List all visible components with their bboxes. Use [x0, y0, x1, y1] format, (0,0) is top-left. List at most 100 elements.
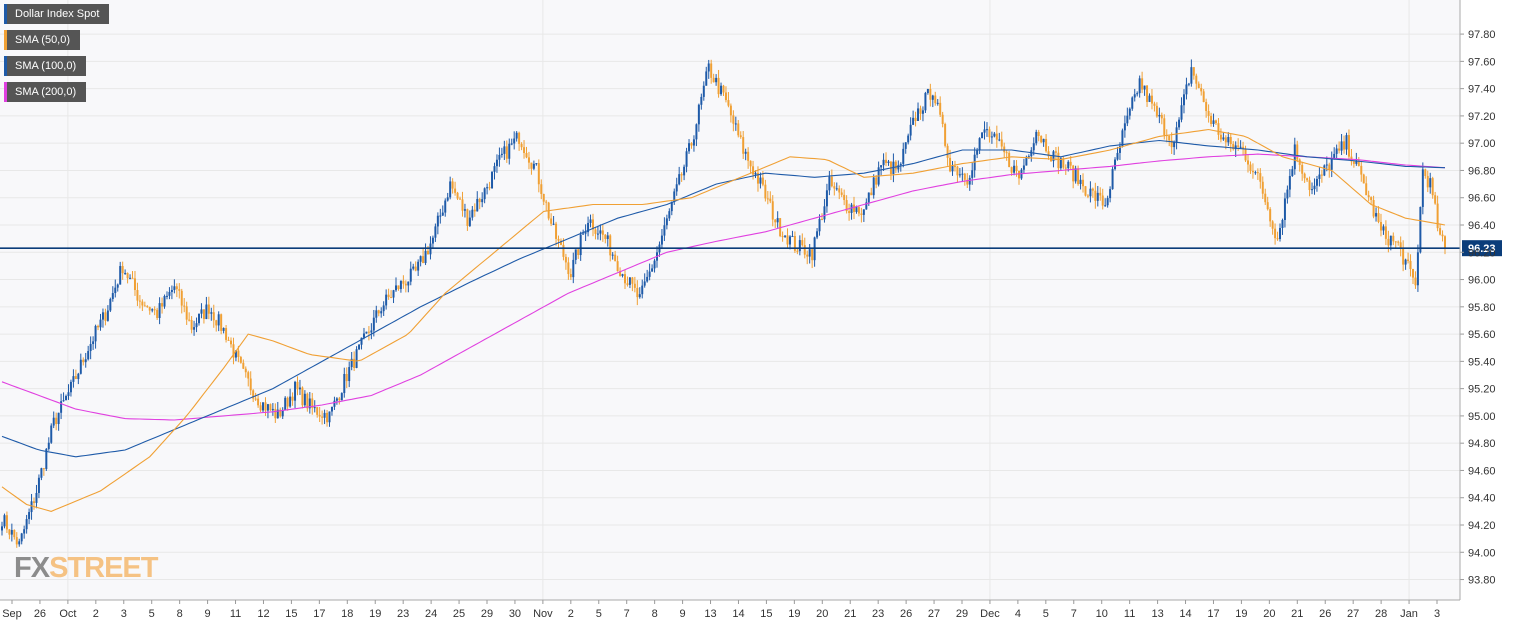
candle-down [478, 198, 481, 203]
candle-down [717, 77, 720, 95]
candle-down [461, 199, 464, 211]
y-tick-label: 96.80 [1468, 165, 1496, 177]
candle-down [525, 152, 528, 158]
candle-up [510, 143, 513, 145]
candle-down [1264, 193, 1267, 203]
candle-down [306, 393, 309, 409]
candle-down [710, 63, 713, 78]
candle-down [1168, 135, 1171, 141]
candle-down [13, 530, 16, 538]
candle-up [720, 85, 723, 95]
candle-down [15, 537, 18, 545]
candle-up [197, 313, 200, 324]
candle-down [840, 192, 843, 195]
candle-down [220, 314, 223, 331]
candle-up [491, 171, 494, 189]
candle-up [1315, 178, 1318, 186]
logo-part-street: STREET [49, 552, 158, 584]
candle-up [653, 260, 656, 269]
candle-up [129, 277, 132, 279]
candle-up [303, 393, 306, 406]
candle-down [397, 285, 400, 290]
candle-up [931, 95, 934, 100]
candle-down [1308, 180, 1311, 190]
x-tick-label: 2 [93, 608, 99, 620]
candle-up [360, 337, 363, 345]
candle-up [1340, 141, 1343, 151]
candle-down [1047, 151, 1050, 157]
candle-up [951, 166, 954, 172]
candle-up [823, 206, 826, 220]
candle-up [867, 192, 870, 203]
candle-up [759, 177, 762, 184]
y-tick-label: 97.80 [1468, 29, 1496, 41]
candle-down [215, 320, 218, 326]
x-tick-label: 26 [900, 608, 912, 620]
candle-up [589, 219, 592, 223]
candle-up [897, 165, 900, 170]
candle-up [1404, 259, 1407, 265]
candle-down [1434, 195, 1437, 204]
candle-down [1099, 192, 1102, 196]
candle-down [1397, 241, 1400, 243]
candle-up [335, 398, 338, 401]
candle-up [828, 176, 831, 191]
candle-down [530, 162, 533, 169]
candle-down [527, 157, 530, 163]
candle-down [207, 304, 210, 314]
candle-up [57, 412, 60, 425]
candle-up [365, 331, 368, 334]
x-tick-label: 23 [872, 608, 884, 620]
legend-item-sma200[interactable]: SMA (200,0) [4, 82, 87, 102]
candle-down [456, 192, 459, 199]
candle-down [766, 198, 769, 200]
candle-up [899, 163, 902, 166]
candle-up [399, 280, 402, 290]
candle-down [801, 240, 804, 246]
plot-background [0, 0, 1460, 600]
legend-item-sma50[interactable]: SMA (50,0) [4, 30, 81, 50]
y-tick-label: 94.40 [1468, 493, 1496, 505]
candle-up [981, 132, 984, 139]
candle-up [1416, 252, 1419, 286]
candle-up [284, 397, 287, 411]
candle-down [537, 163, 540, 185]
candle-up [119, 266, 122, 285]
candle-down [488, 187, 491, 189]
x-tick-label: Dec [980, 608, 1000, 620]
x-tick-label: 12 [257, 608, 269, 620]
candle-up [1128, 108, 1131, 116]
candle-up [1027, 156, 1030, 158]
candle-down [1247, 160, 1250, 165]
candle-up [1013, 165, 1016, 173]
x-tick-label: Sep [2, 608, 22, 620]
candle-up [978, 138, 981, 151]
candle-up [1234, 145, 1237, 150]
candle-down [963, 173, 966, 180]
candle-down [286, 397, 289, 407]
candle-up [968, 177, 971, 185]
legend-item-dollar-index[interactable]: Dollar Index Spot [4, 4, 110, 24]
candle-up [1239, 146, 1242, 148]
candle-up [28, 512, 31, 520]
candle-up [702, 85, 705, 97]
candle-down [680, 174, 683, 176]
candle-up [111, 293, 114, 300]
candle-up [998, 139, 1001, 141]
y-tick-label: 95.80 [1468, 302, 1496, 314]
candle-up [45, 448, 48, 469]
candle-up [1254, 172, 1257, 174]
candle-up [705, 71, 708, 86]
candle-down [894, 161, 897, 170]
candle-up [1185, 84, 1188, 95]
candle-up [692, 139, 695, 146]
candle-down [1379, 222, 1382, 231]
candle-up [87, 351, 90, 360]
candle-down [466, 209, 469, 226]
candle-up [572, 259, 575, 278]
candle-up [1286, 189, 1289, 199]
candle-up [791, 236, 794, 238]
legend-item-sma100[interactable]: SMA (100,0) [4, 56, 87, 76]
candle-down [1357, 160, 1360, 166]
x-tick-label: 17 [1207, 608, 1219, 620]
